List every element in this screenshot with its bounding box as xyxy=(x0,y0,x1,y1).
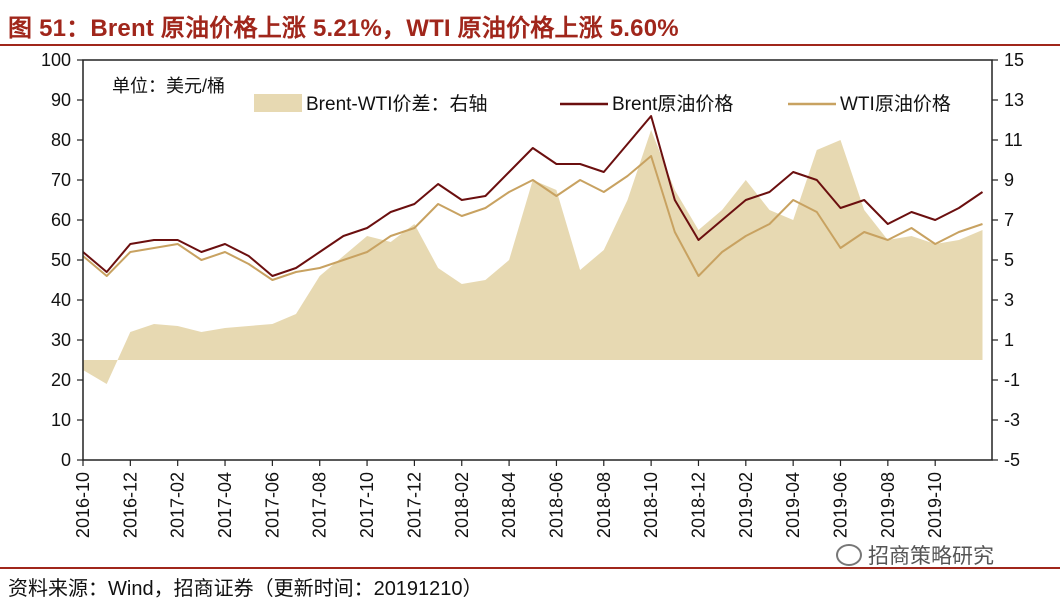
chart-title: 图 51：Brent 原油价格上涨 5.21%，WTI 原油价格上涨 5.60% xyxy=(8,15,679,42)
x-tick-label: 2017-06 xyxy=(262,472,282,538)
y-left-tick-label: 30 xyxy=(51,330,71,350)
source-note: 资料来源：Wind，招商证券（更新时间：20191210） xyxy=(8,578,483,600)
y-left-tick-label: 0 xyxy=(61,450,71,470)
price-lines-layer xyxy=(82,115,984,281)
watermark: 招商策略研究 xyxy=(836,540,994,570)
x-tick-label: 2018-06 xyxy=(546,472,566,538)
x-tick-label: 2016-12 xyxy=(120,472,140,538)
x-tick-label: 2017-08 xyxy=(310,472,330,538)
x-tick-label: 2017-02 xyxy=(168,472,188,538)
y-right-tick-label: 13 xyxy=(1004,90,1024,110)
y-left-tick-label: 70 xyxy=(51,170,71,190)
y-right-tick-label: 11 xyxy=(1004,130,1023,150)
y-left-tick-label: 60 xyxy=(51,210,71,230)
series-brent-line xyxy=(82,115,984,277)
legend: Brent-WTI价差：右轴 Brent原油价格 WTI原油价格 xyxy=(254,93,951,115)
spread-area-layer xyxy=(83,130,983,384)
x-tick-label: 2017-10 xyxy=(357,472,377,538)
y-right-tick-label: 15 xyxy=(1004,50,1024,70)
x-tick-label: 2018-12 xyxy=(688,472,708,538)
x-tick-label: 2016-10 xyxy=(73,472,93,538)
footer-divider xyxy=(0,567,1060,569)
y-right-tick-label: 7 xyxy=(1004,210,1014,230)
x-tick-label: 2019-10 xyxy=(925,472,945,538)
y-right-tick-label: 1 xyxy=(1004,330,1014,350)
unit-label: 单位：美元/桶 xyxy=(112,76,225,96)
legend-label-spread: Brent-WTI价差：右轴 xyxy=(306,93,488,115)
y-right-tick-label: 9 xyxy=(1004,170,1014,190)
legend-label-wti: WTI原油价格 xyxy=(840,93,951,115)
x-tick-label: 2019-06 xyxy=(831,472,851,538)
series-wti-line xyxy=(82,155,983,281)
y-left-tick-label: 50 xyxy=(51,250,71,270)
tick-labels-layer: 0102030405060708090100-5-3-1135791113152… xyxy=(41,50,1024,538)
x-tick-label: 2018-10 xyxy=(641,472,661,538)
x-tick-label: 2018-08 xyxy=(594,472,614,538)
x-tick-label: 2019-04 xyxy=(783,472,803,538)
y-right-tick-label: 5 xyxy=(1004,250,1014,270)
axes-layer xyxy=(77,59,998,466)
title-divider xyxy=(0,44,1060,46)
chart-canvas: 0102030405060708090100-5-3-1135791113152… xyxy=(41,50,1024,538)
y-left-tick-label: 80 xyxy=(51,130,71,150)
legend-label-brent: Brent原油价格 xyxy=(612,93,733,115)
y-right-tick-label: 3 xyxy=(1004,290,1014,310)
x-tick-label: 2019-08 xyxy=(878,472,898,538)
x-tick-label: 2019-02 xyxy=(736,472,756,538)
wechat-icon xyxy=(836,544,862,567)
y-right-tick-label: -3 xyxy=(1004,410,1020,430)
legend-swatch-spread xyxy=(254,94,302,112)
x-tick-label: 2018-02 xyxy=(452,472,472,538)
y-right-tick-label: -1 xyxy=(1004,370,1020,390)
y-left-tick-label: 10 xyxy=(51,410,71,430)
y-left-tick-label: 90 xyxy=(51,90,71,110)
y-left-tick-label: 100 xyxy=(41,50,71,70)
x-tick-label: 2017-12 xyxy=(404,472,424,538)
series-spread-area xyxy=(83,130,983,384)
y-left-tick-label: 20 xyxy=(51,370,71,390)
watermark-text: 招商策略研究 xyxy=(868,545,994,568)
y-left-tick-label: 40 xyxy=(51,290,71,310)
y-right-tick-label: -5 xyxy=(1004,450,1020,470)
x-tick-label: 2018-04 xyxy=(499,472,519,538)
x-tick-label: 2017-04 xyxy=(215,472,235,538)
